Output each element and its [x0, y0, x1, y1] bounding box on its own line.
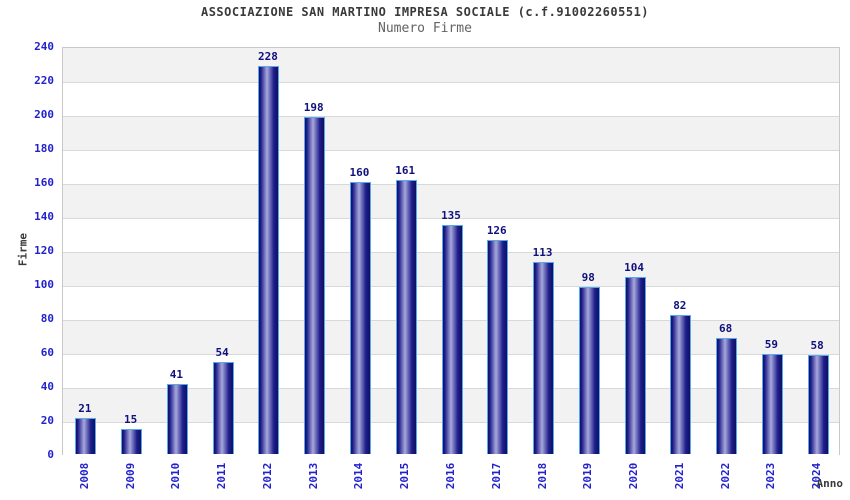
x-tick-label: 2009: [123, 462, 137, 490]
y-tick-label: 60: [40, 346, 54, 359]
bar-value-label: 54: [215, 346, 229, 360]
y-tick-label: 220: [34, 74, 54, 87]
bar-value-label: 58: [810, 339, 824, 353]
bar-2023: [761, 353, 783, 454]
bar-2024: [807, 355, 829, 454]
bar-value-label: 135: [441, 208, 461, 222]
bar-2010: [166, 384, 188, 454]
gridline: [63, 184, 839, 185]
chart-title: ASSOCIAZIONE SAN MARTINO IMPRESA SOCIALE…: [200, 5, 650, 19]
plot-area: [62, 47, 840, 456]
y-tick-label: 240: [34, 40, 54, 53]
bar-value-label: 161: [395, 164, 416, 178]
plot-band: [63, 116, 839, 150]
bar-2019: [578, 287, 600, 454]
x-tick-label: 2020: [627, 462, 641, 490]
bar-2008: [75, 418, 97, 454]
y-tick-label: 160: [34, 176, 54, 189]
bar-2020: [624, 277, 646, 454]
y-tick-label: 100: [34, 278, 54, 291]
x-tick-label: 2016: [444, 462, 457, 490]
plot-band: [63, 48, 839, 82]
bar-2018: [533, 261, 555, 454]
bar-value-label: 228: [258, 50, 278, 64]
bar-2016: [441, 224, 463, 454]
bar-2017: [487, 239, 509, 454]
plot-band: [63, 82, 839, 116]
y-tick-label: 180: [34, 142, 54, 155]
gridline: [63, 82, 839, 83]
bar-value-label: 98: [581, 271, 595, 285]
bar-value-label: 198: [303, 101, 324, 115]
x-tick-label: 2015: [398, 462, 412, 490]
bar-2022: [716, 338, 738, 454]
x-tick-label: 2011: [215, 462, 229, 490]
x-tick-label: 2023: [764, 462, 778, 490]
bar-2015: [395, 180, 417, 454]
y-tick-label: 140: [34, 210, 54, 223]
x-tick-label: 2019: [581, 462, 595, 490]
bar-value-label: 126: [486, 223, 507, 237]
plot-band: [63, 150, 839, 184]
x-tick-label: 2012: [260, 462, 274, 490]
x-tick-label: 2008: [77, 462, 91, 490]
chart-subtitle: Numero Firme: [378, 21, 472, 36]
y-tick-label: 40: [40, 380, 54, 393]
x-axis-title: Anno: [816, 477, 844, 490]
x-tick-label: 2024: [810, 462, 824, 490]
gridline: [63, 218, 839, 219]
x-tick-label: 2022: [718, 462, 732, 490]
bar-value-label: 15: [124, 412, 138, 426]
bar-2009: [121, 428, 143, 454]
bar-value-label: 104: [624, 261, 644, 275]
x-tick-label: 2021: [672, 462, 686, 490]
y-tick-label: 0: [47, 448, 54, 461]
y-tick-label: 80: [40, 312, 54, 325]
x-tick-label: 2018: [535, 462, 549, 490]
y-axis-title: Firme: [16, 232, 30, 267]
gridline: [63, 116, 839, 117]
y-tick-label: 20: [40, 414, 54, 427]
plot-band: [63, 184, 839, 218]
y-tick-label: 120: [34, 244, 54, 257]
x-tick-label: 2017: [489, 462, 503, 490]
x-tick-label: 2013: [306, 462, 320, 490]
bar-value-label: 160: [349, 166, 370, 179]
x-tick-label: 2010: [169, 462, 183, 490]
bar-value-label: 113: [532, 245, 553, 259]
bar-2014: [349, 182, 371, 454]
gridline: [63, 150, 839, 151]
x-tick-label: 2014: [352, 462, 366, 490]
bar-value-label: 59: [764, 337, 778, 351]
bar-value-label: 21: [78, 402, 92, 416]
bar-2021: [670, 314, 692, 454]
bar-2012: [258, 66, 280, 454]
bar-value-label: 82: [673, 298, 687, 312]
bar-value-label: 68: [718, 322, 733, 336]
bar-2013: [304, 117, 326, 454]
y-tick-label: 200: [34, 108, 54, 121]
bar-value-label: 41: [169, 368, 184, 382]
bar-2011: [212, 362, 234, 454]
